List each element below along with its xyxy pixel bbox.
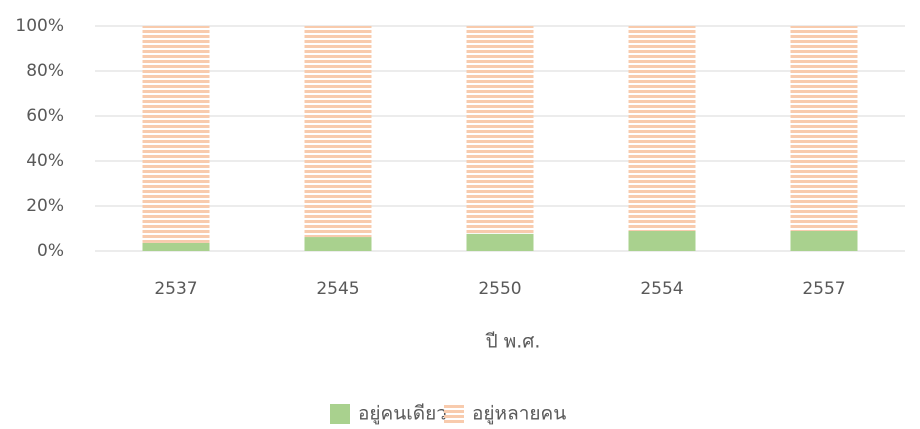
legend-label: อยู่คนเดียว bbox=[358, 403, 447, 425]
bar-segment bbox=[466, 26, 534, 234]
bar-segment bbox=[142, 26, 210, 243]
legend-swatch bbox=[330, 404, 350, 424]
y-tick-label: 20% bbox=[26, 196, 64, 216]
bar-segment bbox=[142, 242, 210, 251]
bar-segment bbox=[790, 26, 858, 231]
y-tick-label: 80% bbox=[26, 61, 64, 81]
x-tick-label: 2554 bbox=[640, 279, 683, 299]
x-axis-label: ปี พ.ศ. bbox=[485, 331, 541, 353]
bar-segment bbox=[304, 26, 372, 238]
y-tick-label: 100% bbox=[15, 16, 64, 36]
x-tick-label: 2550 bbox=[478, 279, 521, 299]
y-tick-label: 0% bbox=[37, 241, 64, 261]
x-tick-label: 2557 bbox=[802, 279, 845, 299]
bar-segment bbox=[304, 237, 372, 251]
bar-segment bbox=[628, 26, 696, 231]
legend-swatch bbox=[444, 404, 464, 424]
bar-segment bbox=[628, 230, 696, 251]
y-tick-label: 60% bbox=[26, 106, 64, 126]
x-tick-label: 2545 bbox=[316, 279, 359, 299]
x-tick-label: 2537 bbox=[154, 279, 197, 299]
legend-label: อยู่หลายคน bbox=[472, 403, 566, 425]
bar-segment bbox=[790, 230, 858, 251]
bar-segment bbox=[466, 233, 534, 251]
y-tick-label: 40% bbox=[26, 151, 64, 171]
